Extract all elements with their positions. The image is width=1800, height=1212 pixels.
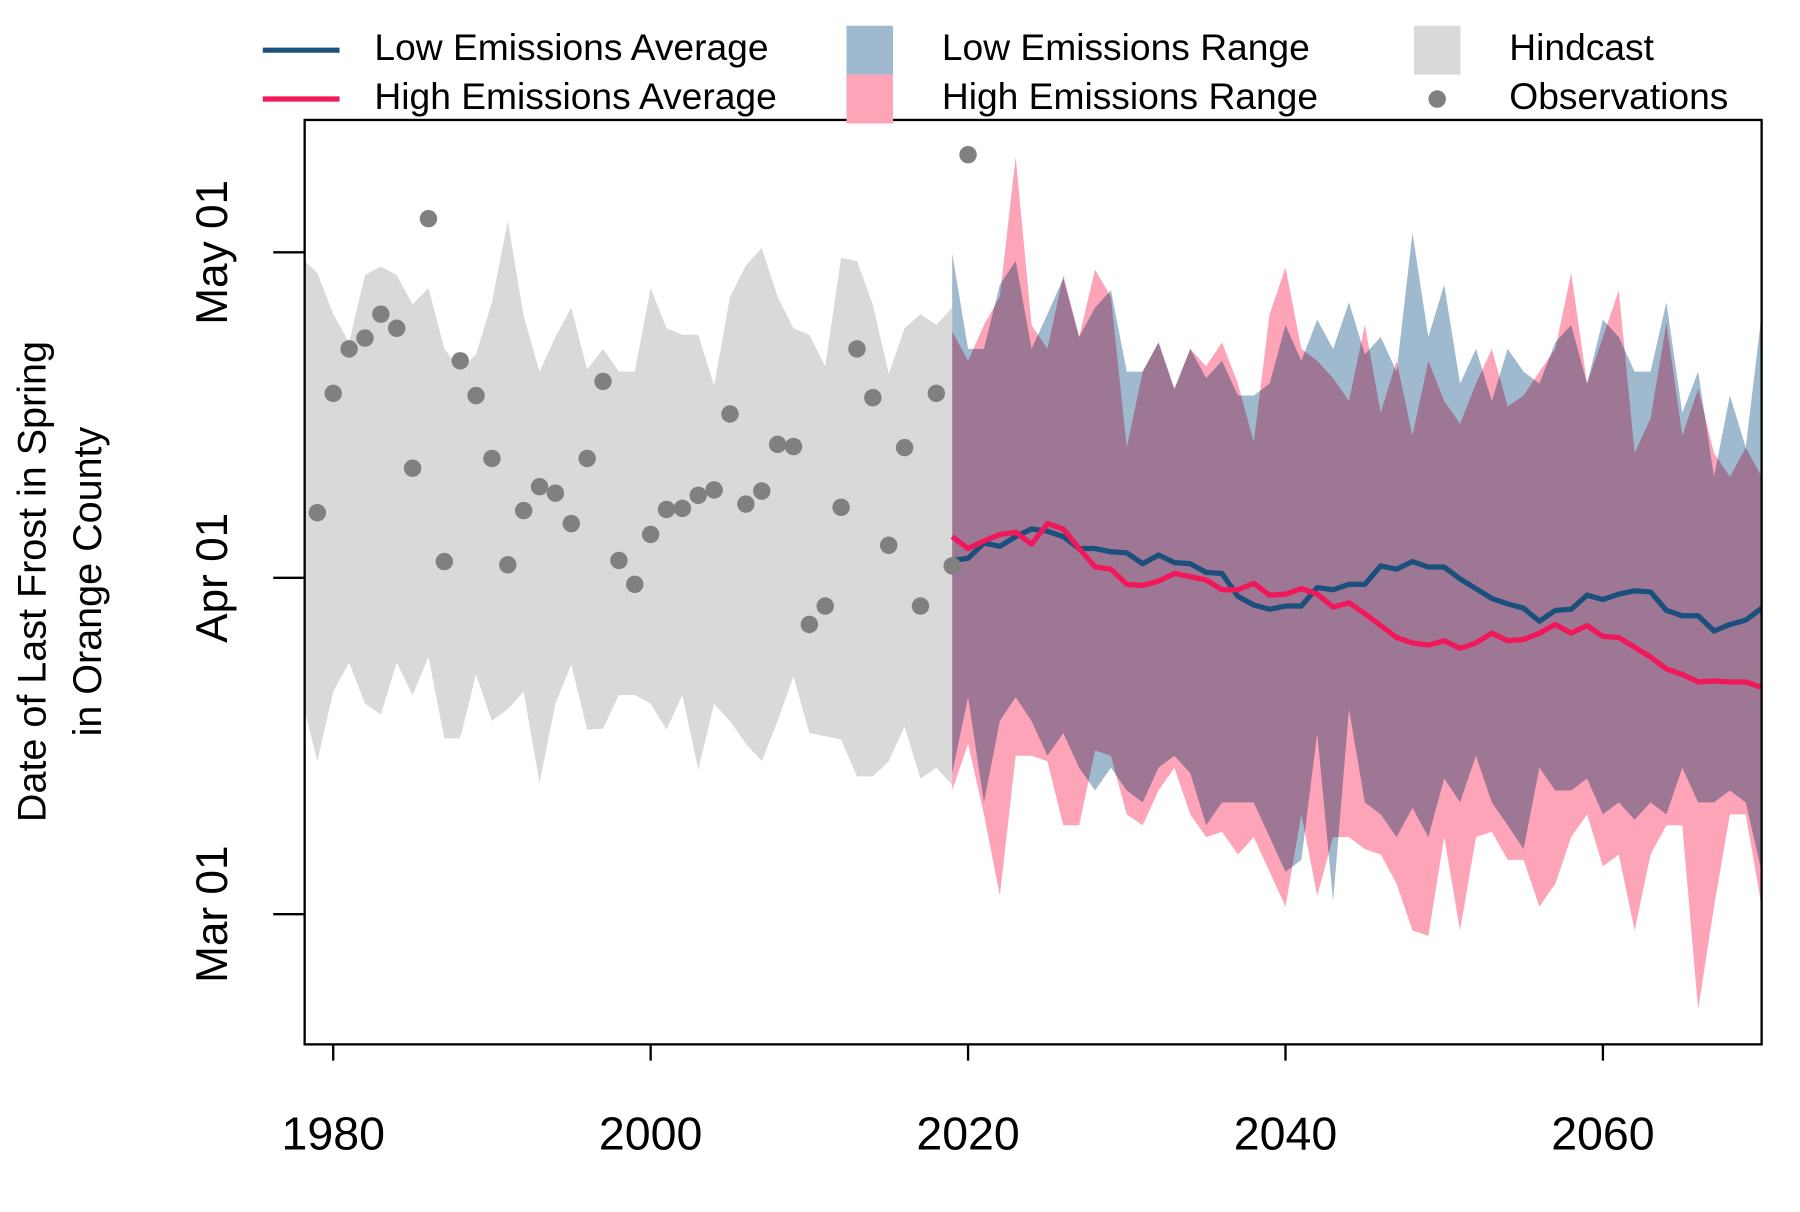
observation-point	[816, 597, 834, 615]
x-tick-label: 1980	[281, 1108, 384, 1160]
legend-label: Observations	[1509, 75, 1728, 117]
plot-frame	[303, 118, 1763, 1046]
range-band	[304, 220, 953, 786]
x-tick-label: 2040	[1234, 1108, 1337, 1160]
observation-point	[594, 372, 612, 391]
x-tick-label: 2060	[1551, 1108, 1654, 1160]
observation-point	[562, 514, 581, 533]
average-line	[950, 520, 1762, 690]
observation-point	[356, 329, 374, 347]
observation-point	[546, 484, 565, 502]
observation-point	[324, 384, 342, 403]
observation-point	[753, 482, 771, 500]
legend-swatch	[1413, 25, 1461, 75]
y-axis-label: in Orange County	[66, 426, 110, 736]
observation-point	[911, 597, 930, 615]
observation-point	[514, 501, 533, 520]
observation-point	[943, 557, 961, 575]
legend-swatch	[846, 25, 894, 75]
y-tick-label: May 01	[188, 180, 237, 325]
observation-point	[499, 556, 517, 574]
observation-point	[578, 449, 596, 468]
legend-label: Low Emissions Range	[942, 26, 1310, 68]
observation-point	[705, 481, 723, 499]
observation-point	[848, 340, 866, 358]
observation-point	[959, 145, 977, 164]
y-axis-label: Date of Last Frost in Spring	[10, 341, 54, 822]
observation-point	[832, 498, 850, 517]
observation-point	[626, 575, 644, 594]
y-tick-label: Apr 01	[188, 513, 237, 643]
legend-label: Hindcast	[1509, 26, 1654, 68]
observation-point	[879, 536, 898, 554]
observation-point	[372, 305, 390, 323]
observation-point	[403, 459, 422, 477]
y-tick-label: Mar 01	[188, 845, 237, 982]
legend-swatch	[846, 74, 894, 124]
observation-point	[530, 477, 549, 496]
observation-point	[768, 435, 787, 454]
legend-label: High Emissions Range	[942, 75, 1318, 117]
observation-point	[308, 504, 327, 522]
observation-point	[927, 384, 946, 403]
legend-label: Low Emissions Average	[374, 26, 768, 68]
observation-point	[610, 551, 628, 570]
observation-point	[784, 437, 803, 456]
observation-point	[895, 438, 914, 457]
average-line	[951, 526, 1762, 634]
observation-point	[435, 552, 454, 571]
observation-point	[387, 319, 406, 337]
observation-point	[689, 486, 707, 505]
observation-point	[737, 495, 755, 513]
observation-point	[467, 386, 485, 405]
observation-point	[657, 500, 676, 519]
x-tick-label: 2020	[916, 1108, 1019, 1160]
legend-label: High Emissions Average	[374, 75, 776, 117]
plot-area	[304, 156, 1762, 1010]
observation-point	[340, 340, 358, 358]
observation-point	[641, 525, 660, 544]
observation-point	[419, 209, 438, 228]
observation-point	[483, 449, 501, 468]
observation-point	[451, 352, 469, 370]
legend-swatch	[1428, 90, 1446, 108]
x-tick-label: 2000	[599, 1108, 702, 1160]
observation-point	[864, 388, 882, 407]
observation-point	[800, 615, 819, 634]
observation-point	[673, 499, 692, 518]
observation-point	[721, 405, 739, 423]
